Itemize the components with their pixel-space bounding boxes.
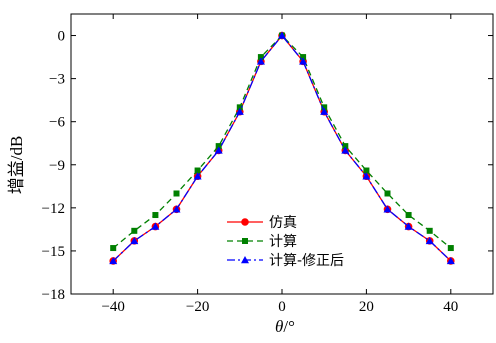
x-tick-label: −40 [101, 299, 124, 315]
data-point [385, 190, 391, 196]
data-point [152, 212, 158, 218]
legend-marker [242, 219, 249, 226]
legend-item: 计算 [227, 234, 297, 250]
data-point [131, 228, 137, 234]
y-tick-label: 0 [58, 29, 66, 45]
data-point [110, 245, 116, 251]
legend-label: 计算 [269, 234, 297, 250]
data-point [406, 212, 412, 218]
x-tick-label: 20 [359, 299, 374, 315]
x-axis-label: θ/° [275, 317, 295, 336]
x-tick-label: −20 [186, 299, 209, 315]
y-tick-label: −3 [49, 72, 65, 88]
legend-marker [242, 238, 248, 244]
y-tick-label: −6 [49, 115, 65, 131]
y-tick-label: −9 [49, 158, 65, 174]
y-tick-label: −15 [42, 244, 65, 260]
y-tick-label: −18 [42, 287, 65, 303]
x-axis-symbol: θ [275, 317, 283, 336]
axis-ticks: −40 −20 0 20 40 0 −3 −6 −9 −12 −15 −18 [42, 14, 493, 315]
x-tick-label: 0 [278, 299, 286, 315]
data-point [427, 228, 433, 234]
x-tick-label: 40 [443, 299, 458, 315]
data-point [174, 190, 180, 196]
legend-label: 仿真 [269, 215, 297, 231]
data-point [448, 245, 454, 251]
legend-label: 计算-修正后 [269, 253, 344, 269]
x-axis-unit: /° [283, 317, 295, 336]
legend-item: 计算-修正后 [227, 253, 344, 269]
y-axis-label: 增益/dB [7, 136, 26, 195]
y-tick-label: −12 [42, 201, 65, 217]
legend-item: 仿真 [227, 215, 297, 231]
plot-frame [71, 14, 493, 294]
